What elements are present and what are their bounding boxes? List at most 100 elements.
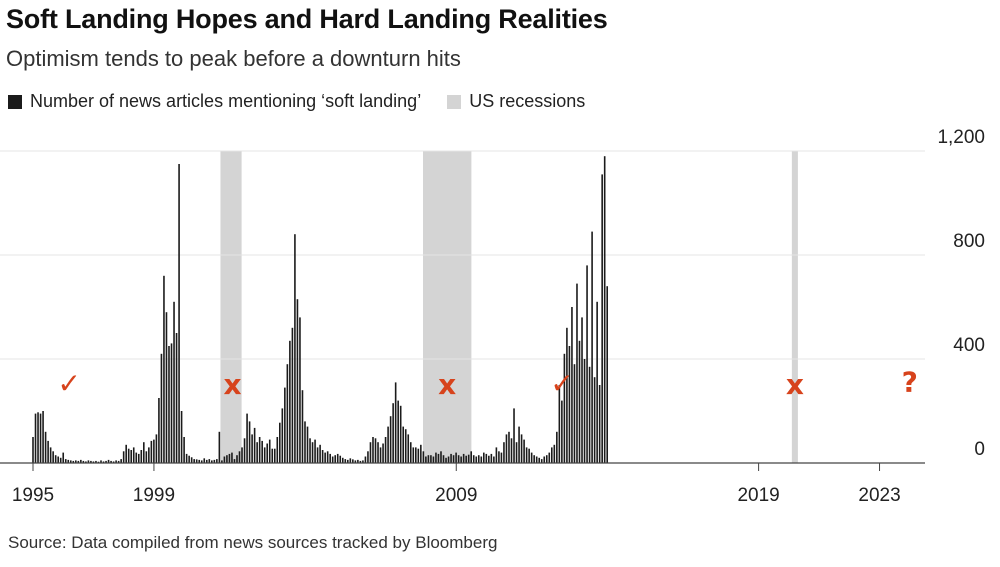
- annotation-mark: ?: [902, 366, 918, 399]
- bar: [409, 442, 412, 463]
- legend: Number of news articles mentioning ‘soft…: [8, 91, 585, 112]
- bar: [573, 364, 576, 463]
- bar: [427, 455, 430, 463]
- bar: [457, 455, 460, 463]
- bar: [387, 426, 389, 463]
- bar: [145, 451, 148, 463]
- bar: [153, 439, 155, 463]
- bar: [593, 377, 596, 463]
- bar: [165, 312, 168, 463]
- bar: [276, 437, 279, 463]
- bar: [563, 353, 566, 463]
- annotation-mark: ✓: [550, 367, 573, 400]
- bar: [316, 447, 319, 463]
- y-tick-label: 1,200: [937, 127, 985, 148]
- bar: [47, 440, 49, 463]
- bar: [163, 275, 165, 463]
- bar: [508, 431, 510, 463]
- bar: [102, 461, 105, 463]
- bar: [367, 451, 369, 463]
- bar: [354, 460, 357, 463]
- chart-title: Soft Landing Hopes and Hard Landing Real…: [6, 4, 608, 34]
- bar: [95, 460, 97, 463]
- bar: [72, 460, 75, 463]
- bar: [82, 460, 85, 463]
- bar: [218, 431, 221, 463]
- bar: [498, 451, 500, 463]
- bar: [306, 426, 309, 463]
- bar: [467, 454, 470, 463]
- bar: [216, 459, 218, 463]
- bar: [205, 459, 208, 463]
- bar: [284, 387, 286, 463]
- bar: [52, 451, 54, 463]
- bar: [445, 457, 447, 463]
- bar: [566, 327, 568, 463]
- bar: [462, 453, 465, 463]
- bar: [407, 434, 410, 463]
- bar: [37, 412, 39, 463]
- bar: [143, 442, 145, 463]
- bar: [460, 456, 462, 463]
- bar: [238, 451, 241, 463]
- bar: [500, 452, 503, 463]
- bar: [299, 317, 301, 463]
- bar: [606, 286, 609, 463]
- bar: [490, 453, 493, 463]
- bar: [268, 439, 271, 463]
- bar: [319, 444, 321, 463]
- bar: [263, 447, 266, 463]
- bar: [301, 390, 304, 463]
- bar: [369, 442, 372, 463]
- bar: [415, 447, 417, 463]
- bar: [286, 364, 289, 463]
- bar: [185, 453, 188, 463]
- bar: [256, 442, 258, 463]
- bar: [289, 340, 291, 463]
- bar: [533, 455, 535, 463]
- bar: [243, 438, 246, 463]
- bar: [188, 455, 190, 463]
- bar: [513, 408, 515, 463]
- annotation-mark: x: [786, 368, 804, 401]
- bar: [69, 460, 72, 463]
- bar: [291, 327, 294, 463]
- bar: [221, 460, 223, 463]
- bar: [480, 456, 483, 463]
- bar: [266, 443, 269, 463]
- bar: [183, 437, 185, 463]
- bar: [228, 453, 231, 463]
- bar: [339, 455, 342, 463]
- bar: [523, 439, 525, 463]
- bar: [326, 451, 329, 463]
- bar: [122, 451, 125, 463]
- bar: [535, 456, 538, 463]
- bar: [97, 461, 100, 463]
- bar: [397, 400, 399, 463]
- bar: [127, 448, 130, 463]
- bar: [430, 455, 432, 463]
- source-note: Source: Data compiled from news sources …: [8, 533, 498, 552]
- bar: [39, 413, 42, 463]
- bar: [394, 382, 397, 463]
- x-tick-label: 2009: [435, 485, 477, 506]
- x-tick-label: 1995: [12, 485, 54, 506]
- bar: [158, 398, 160, 463]
- chart-area: 1,200 800 400 0 1995 1999 2009 2019 2023 ✓ x x ✓ x?: [0, 127, 985, 506]
- bar: [279, 422, 281, 463]
- bar: [362, 460, 364, 463]
- bar: [87, 460, 90, 463]
- chart-subtitle: Optimism tends to peak before a downturn…: [6, 46, 461, 71]
- bar: [520, 434, 523, 463]
- bar: [450, 453, 452, 463]
- bar: [561, 400, 563, 463]
- bar: [425, 456, 427, 463]
- bar: [281, 408, 284, 463]
- bar: [525, 447, 528, 463]
- bar: [452, 455, 455, 463]
- bar: [309, 438, 311, 463]
- bar: [347, 459, 349, 463]
- bar: [80, 459, 82, 463]
- bar: [601, 174, 603, 463]
- bar: [193, 459, 195, 463]
